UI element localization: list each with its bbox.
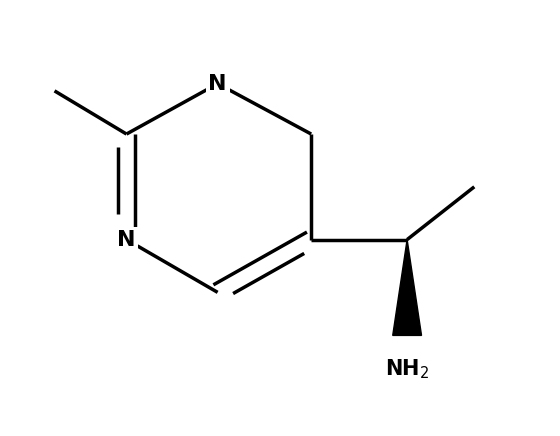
Text: N: N (208, 74, 227, 94)
Text: N: N (117, 230, 136, 249)
Polygon shape (393, 240, 422, 335)
Text: NH$_2$: NH$_2$ (385, 357, 430, 381)
